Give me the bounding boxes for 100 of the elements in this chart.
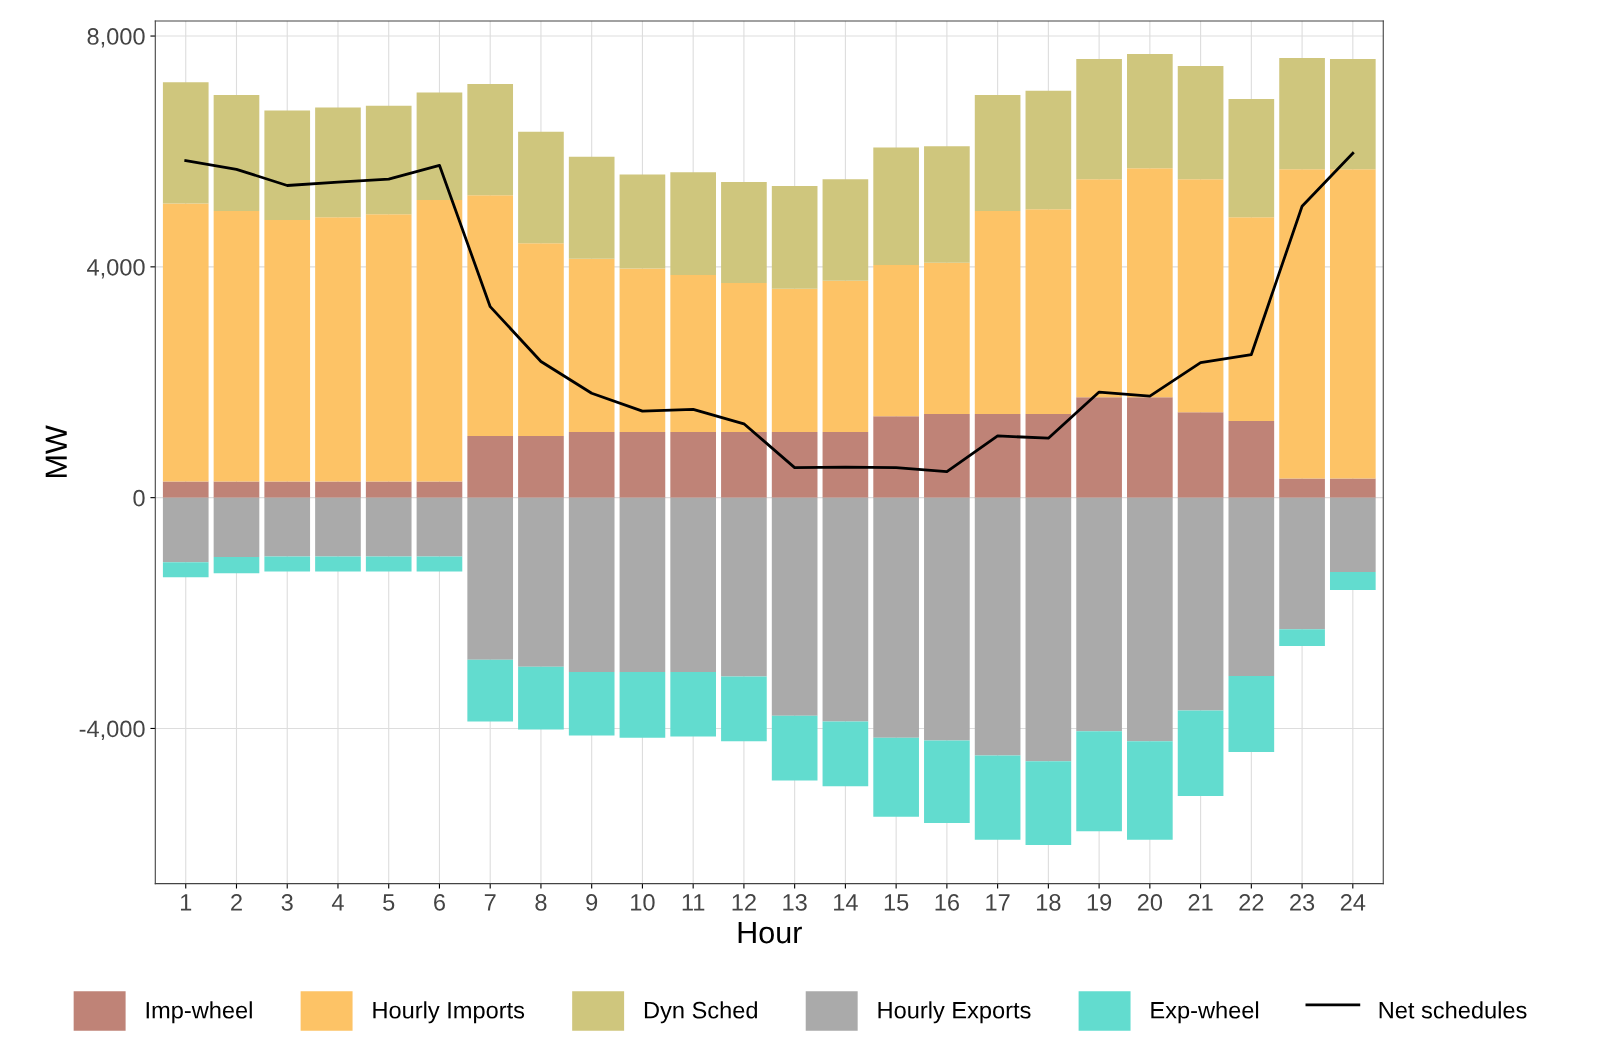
bar — [365, 497, 412, 557]
bar — [213, 210, 260, 482]
x-tick-label: 1 — [180, 894, 192, 911]
x-tick-label: 22 — [1239, 894, 1264, 911]
y-tick-label: 8,000 — [87, 28, 145, 48]
bar — [1076, 397, 1122, 498]
bar — [1076, 731, 1122, 832]
bar — [162, 203, 209, 482]
bar — [974, 413, 1021, 498]
x-tick-label: 20 — [1137, 894, 1163, 911]
bar — [315, 497, 361, 557]
legend-label: Exp-wheel — [1151, 1001, 1259, 1024]
bar — [315, 556, 361, 572]
x-tick-label: 2 — [231, 894, 242, 911]
bar — [264, 556, 311, 572]
bar — [1279, 169, 1325, 479]
bar — [1127, 741, 1173, 840]
bar — [873, 737, 919, 817]
bar — [365, 105, 412, 215]
bar — [1127, 53, 1173, 169]
bar — [873, 497, 919, 738]
line-series — [184, 151, 1355, 474]
bar — [1329, 497, 1376, 573]
bar — [1127, 168, 1173, 398]
bar — [924, 413, 970, 498]
legend-label: Hourly Imports — [373, 1001, 525, 1024]
bar — [1329, 59, 1376, 170]
x-tick-label: 18 — [1037, 894, 1061, 911]
legend-label: Imp-wheel — [146, 1001, 252, 1024]
bar — [1025, 497, 1072, 762]
bar — [1177, 412, 1224, 498]
y-tick-label: 4,000 — [87, 258, 145, 279]
bar — [721, 283, 767, 432]
x-tick-label: 14 — [834, 894, 858, 911]
bar — [213, 557, 260, 574]
bar — [924, 262, 970, 414]
bar — [1279, 629, 1325, 646]
bar — [416, 497, 463, 557]
bar — [1177, 497, 1224, 711]
bar — [619, 268, 666, 432]
bar — [518, 666, 564, 730]
bar — [822, 179, 869, 281]
bar — [467, 659, 514, 722]
legend-label: Dyn Sched — [644, 1001, 757, 1024]
bar — [568, 431, 615, 498]
bar — [670, 497, 716, 672]
bar — [771, 186, 818, 289]
bar — [264, 220, 311, 482]
x-tick-label: 21 — [1188, 894, 1213, 911]
bar — [365, 481, 412, 498]
bar — [1076, 497, 1122, 732]
bar — [416, 199, 463, 482]
bar — [568, 258, 615, 432]
bar — [467, 195, 514, 436]
bar — [670, 431, 716, 498]
x-tick-label: 23 — [1290, 894, 1315, 911]
bar — [315, 481, 361, 498]
bar — [264, 497, 311, 557]
bar — [1329, 478, 1376, 498]
bar — [974, 210, 1021, 414]
bar — [974, 94, 1021, 211]
bar — [619, 174, 666, 269]
y-axis-title: MW — [45, 425, 67, 477]
bar — [416, 481, 463, 498]
bar — [1025, 761, 1072, 846]
bar — [518, 243, 564, 436]
bar — [1076, 179, 1122, 398]
x-tick-label: 15 — [884, 894, 909, 911]
bar — [162, 481, 209, 498]
bar — [1228, 98, 1275, 218]
bar — [213, 481, 260, 498]
bar — [365, 214, 412, 482]
y-tick-label: 0 — [133, 489, 145, 507]
bar — [1025, 209, 1072, 414]
bar — [1279, 57, 1325, 170]
bar — [264, 110, 311, 221]
bar — [518, 497, 564, 667]
bar — [467, 435, 514, 498]
bar — [1228, 497, 1275, 676]
x-tick-label: 6 — [434, 894, 445, 911]
bar — [1329, 572, 1376, 590]
bar — [619, 671, 666, 738]
bar — [771, 497, 818, 716]
bar — [721, 497, 767, 677]
x-tick-label: 12 — [732, 894, 756, 911]
x-tick-label: 16 — [935, 894, 959, 911]
bar — [873, 416, 919, 498]
bar — [315, 217, 361, 482]
x-tick-label: 17 — [986, 894, 1010, 911]
bar — [416, 92, 463, 200]
bar — [771, 431, 818, 498]
bar — [1127, 497, 1173, 742]
bar — [619, 431, 666, 498]
x-tick-label: 24 — [1340, 894, 1366, 911]
bar — [670, 172, 716, 275]
bar — [924, 497, 970, 741]
bar — [1279, 497, 1325, 630]
bar — [1228, 217, 1275, 421]
bar — [416, 556, 463, 572]
bar — [771, 288, 818, 432]
